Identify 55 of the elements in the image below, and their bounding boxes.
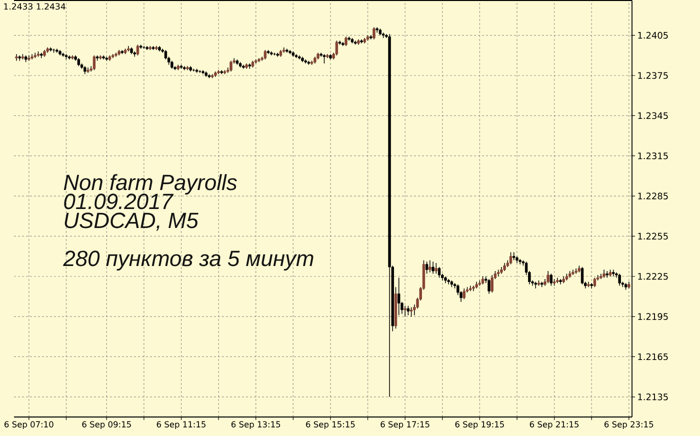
annotation: USDCAD, M5	[64, 212, 198, 231]
y-tick-label: 1.2285	[638, 192, 668, 200]
y-tick-label: 1.2225	[638, 272, 668, 280]
candlestick	[425, 261, 428, 274]
candlestick	[512, 252, 516, 261]
candlestick	[404, 305, 406, 317]
annotation: 280 пунктов за 5 минут	[63, 250, 314, 271]
candlestick	[509, 252, 512, 265]
candlestick	[428, 260, 432, 273]
candlestick	[92, 55, 96, 71]
candlestick	[406, 305, 410, 316]
candlestick	[438, 266, 441, 278]
candlestick	[198, 70, 202, 74]
candlestick	[410, 306, 413, 317]
x-tick-label: 6 Sep 21:15	[530, 421, 579, 430]
candlestick	[432, 261, 434, 274]
y-tick-label: 1.2315	[638, 152, 668, 160]
annotation: Non farm Payrolls	[64, 174, 237, 195]
candlestick	[546, 270, 550, 284]
y-tick-label: 1.2165	[638, 353, 668, 360]
candlestick	[335, 40, 338, 56]
candlestick	[273, 52, 276, 56]
x-tick-label: 6 Sep 17:15	[380, 421, 430, 430]
candlestick	[264, 50, 267, 60]
candlestick	[136, 44, 140, 56]
candlestick	[28, 55, 30, 62]
x-tick-label: 6 Sep 15:15	[306, 421, 355, 430]
candlestick	[322, 54, 326, 64]
candlestick	[490, 274, 494, 293]
y-tick-label: 1.2195	[638, 313, 668, 320]
y-tick-label: 1.2345	[638, 112, 668, 120]
candlestick	[488, 278, 490, 294]
candlestick	[372, 26, 376, 40]
x-tick-label: 6 Sep 09:15	[82, 421, 131, 430]
x-tick-label: 6 Sep 07:10	[4, 421, 54, 430]
candlestick	[344, 36, 348, 46]
x-tick-label: 6 Sep 13:15	[231, 421, 280, 430]
candlestick	[15, 54, 18, 62]
candlestick	[462, 288, 466, 300]
y-tick-label: 1.2405	[638, 32, 668, 39]
y-tick-label: 1.2135	[638, 394, 668, 400]
x-tick-label: 6 Sep 23:15	[604, 421, 654, 430]
candlestick	[398, 277, 400, 316]
annotation: 1.2433 1.2434	[4, 3, 66, 10]
candlestick	[593, 277, 596, 288]
candlestick	[230, 60, 232, 72]
candlestick	[434, 262, 438, 274]
x-tick-label: 6 Sep 19:15	[455, 421, 504, 430]
y-tick-label: 1.2255	[638, 232, 668, 240]
candlestick	[580, 266, 584, 285]
candlestick	[618, 273, 621, 286]
annotation: 01.09.2017	[64, 194, 174, 210]
x-tick-label: 6 Sep 11:15	[156, 421, 206, 430]
y-tick-label: 1.2375	[638, 72, 668, 79]
candlestick	[550, 273, 553, 286]
